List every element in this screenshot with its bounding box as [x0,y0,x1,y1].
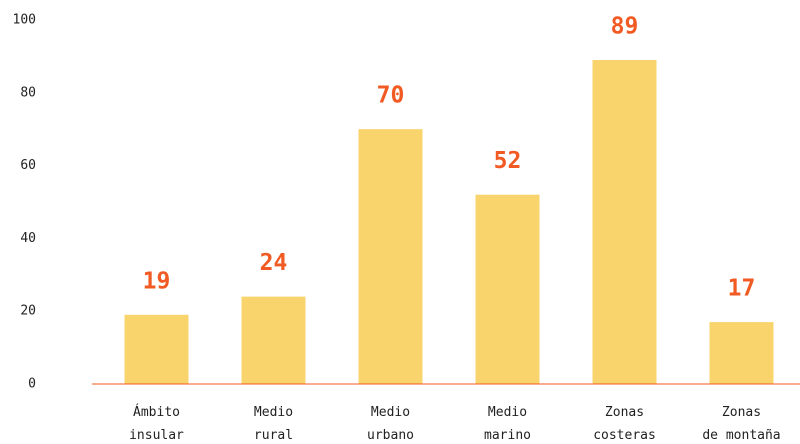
bar [592,60,657,384]
x-tick-label: Medio rural [253,405,294,443]
bar [358,129,423,384]
bar [241,296,306,384]
bar [475,194,540,384]
y-tick-label: 60 [20,158,36,173]
y-tick-label: 20 [20,304,36,319]
value-label: 24 [260,250,288,276]
value-label: 19 [143,268,171,294]
value-label: 89 [611,14,639,40]
x-tick-label: Medio marino [484,405,531,443]
value-label: 70 [377,83,405,109]
x-tick-label: Zonas costeras [593,405,656,443]
x-tick-label: Zonas de montaña [702,405,781,443]
bar [124,314,189,384]
value-label: 52 [494,148,522,174]
y-tick-label: 80 [20,85,36,100]
bar [709,322,774,384]
x-tick-label: Medio urbano [367,405,414,443]
value-label: 17 [728,276,756,302]
y-tick-label: 40 [20,231,36,246]
x-tick-label: Ámbito insular [129,405,184,443]
y-tick-label: 0 [28,377,36,392]
y-tick-label: 100 [13,13,36,28]
